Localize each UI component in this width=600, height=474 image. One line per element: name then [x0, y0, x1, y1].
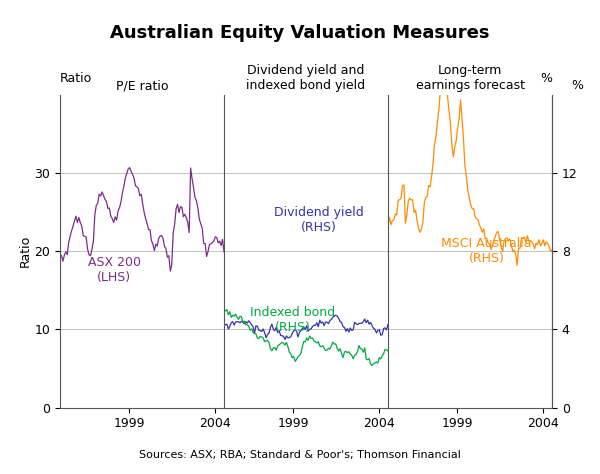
Text: Australian Equity Valuation Measures: Australian Equity Valuation Measures: [110, 24, 490, 42]
Y-axis label: Ratio: Ratio: [19, 235, 32, 267]
Text: MSCI Australia
(RHS): MSCI Australia (RHS): [441, 237, 532, 265]
Text: Ratio: Ratio: [60, 73, 92, 85]
Text: ASX 200
(LHS): ASX 200 (LHS): [88, 256, 140, 284]
Text: Sources: ASX; RBA; Standard & Poor's; Thomson Financial: Sources: ASX; RBA; Standard & Poor's; Th…: [139, 450, 461, 460]
Text: Indexed bond
(RHS): Indexed bond (RHS): [250, 306, 335, 334]
Title: Dividend yield and
indexed bond yield: Dividend yield and indexed bond yield: [247, 64, 365, 92]
Text: Dividend yield
(RHS): Dividend yield (RHS): [274, 206, 364, 234]
Title: Long-term
earnings forecast: Long-term earnings forecast: [415, 64, 524, 92]
Text: %: %: [540, 73, 552, 85]
Title: P/E ratio: P/E ratio: [116, 79, 168, 92]
Y-axis label: %: %: [572, 79, 584, 91]
